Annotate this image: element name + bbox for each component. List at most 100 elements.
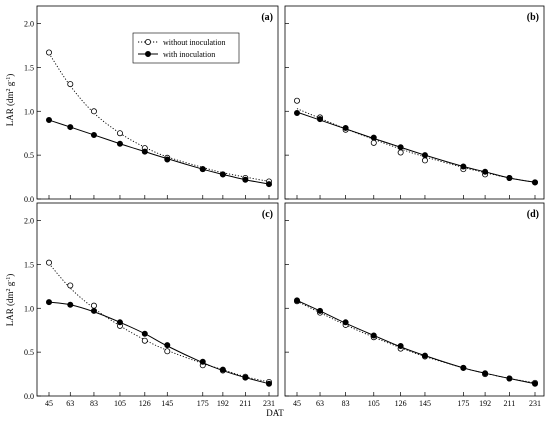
point-with-inoculation: [67, 301, 74, 308]
point-with-inoculation: [317, 307, 324, 314]
point-with-inoculation: [342, 124, 349, 131]
point-without-inoculation: [116, 130, 123, 137]
point-with-inoculation: [242, 374, 249, 381]
y-tick-label: 0.0: [24, 195, 34, 204]
point-with-inoculation: [397, 144, 404, 151]
point-without-inoculation: [421, 157, 428, 164]
fit-line-without-inoculation: [48, 53, 270, 182]
y-title-bottom-mid: g: [5, 281, 15, 288]
y-tick-label: 0.5: [24, 348, 34, 357]
point-with-inoculation: [141, 330, 148, 337]
x-tick-label: 105: [368, 399, 380, 408]
panel-d: 45 63 83 105 126 145 175 192 211 231 (d): [284, 202, 545, 408]
panel-frame: [36, 5, 279, 200]
fit-line-with-inoculation: [296, 299, 536, 385]
fit-line-with-inoculation: [296, 111, 536, 183]
panel-frame: [36, 202, 279, 397]
y-title-top-sup2: -1: [6, 77, 12, 82]
y-tick-label: 1.0: [24, 304, 34, 313]
point-without-inoculation: [67, 282, 74, 289]
point-with-inoculation: [90, 307, 97, 314]
y-title-bottom-sup1: 2: [6, 289, 12, 292]
point-with-inoculation: [265, 181, 272, 188]
point-without-inoculation: [370, 139, 377, 146]
panel-tag: (c): [262, 209, 273, 220]
point-without-inoculation: [293, 97, 300, 104]
legend: without inoculation with inoculation: [132, 32, 240, 64]
x-tick-label: 231: [263, 399, 275, 408]
point-with-inoculation: [482, 370, 489, 377]
legend-box: [132, 32, 240, 64]
x-axis-title: DAT: [266, 408, 284, 418]
point-with-inoculation: [67, 124, 74, 131]
point-without-inoculation: [67, 81, 74, 88]
fit-line-without-inoculation: [296, 108, 536, 183]
x-tick-label: 126: [395, 399, 407, 408]
y-title-bottom-main: LAR (dm: [5, 292, 15, 327]
fit-line-without-inoculation: [48, 263, 270, 383]
x-tick-label: 211: [504, 399, 516, 408]
y-tick-label: 2.0: [24, 20, 34, 29]
x-tick-label: 126: [139, 399, 151, 408]
point-with-inoculation: [532, 380, 539, 387]
x-tick-label: 45: [45, 399, 53, 408]
point-with-inoculation: [46, 299, 53, 306]
fit-line-with-inoculation: [48, 301, 270, 385]
x-tick-label: 192: [217, 399, 229, 408]
svg-text:LAR (dm2 g-1): LAR (dm2 g-1): [5, 74, 15, 127]
panel-tag: (d): [527, 209, 539, 220]
point-with-inoculation: [219, 171, 226, 178]
point-with-inoculation: [46, 117, 53, 124]
y-tick-label: 0.5: [24, 151, 34, 160]
point-with-inoculation: [506, 174, 513, 181]
x-tick-label: 45: [293, 399, 301, 408]
y-title-top-end: ): [5, 74, 15, 77]
x-tick-label: 145: [161, 399, 173, 408]
point-with-inoculation: [421, 152, 428, 159]
x-tick-label: 192: [479, 399, 491, 408]
point-with-inoculation: [199, 358, 206, 365]
panel-b: (b): [284, 5, 545, 200]
fit-line-without-inoculation: [296, 300, 536, 384]
x-tick-label: 145: [419, 399, 431, 408]
point-without-inoculation: [46, 49, 53, 56]
point-without-inoculation: [141, 337, 148, 344]
point-with-inoculation: [90, 131, 97, 138]
panel-a: 0.0 0.5 1.0 1.5 2.0 (a): [24, 5, 279, 204]
point-with-inoculation: [342, 319, 349, 326]
point-without-inoculation: [397, 149, 404, 156]
x-tick-label: 63: [66, 399, 74, 408]
point-with-inoculation: [116, 319, 123, 326]
point-with-inoculation: [293, 297, 300, 304]
point-with-inoculation: [482, 168, 489, 175]
x-tick-label: 175: [197, 399, 209, 408]
y-title-bottom-end: ): [5, 274, 15, 277]
panel-frame: [284, 202, 545, 397]
point-with-inoculation: [460, 163, 467, 170]
x-tick-label: 211: [239, 399, 251, 408]
y-tick-label: 2.0: [24, 217, 34, 226]
point-without-inoculation: [90, 108, 97, 115]
legend-label: without inoculation: [163, 38, 225, 47]
fit-line-with-inoculation: [48, 119, 270, 185]
point-with-inoculation: [199, 166, 206, 173]
point-with-inoculation: [397, 342, 404, 349]
y-title-bottom-sup2: -1: [6, 277, 12, 282]
panel-tag: (a): [261, 12, 273, 23]
y-title-top-mid: g: [5, 81, 15, 88]
point-with-inoculation: [506, 375, 513, 382]
point-without-inoculation: [164, 348, 171, 355]
x-tick-label: 105: [114, 399, 126, 408]
point-with-inoculation: [370, 332, 377, 339]
panel-frame: [284, 5, 545, 200]
point-with-inoculation: [370, 134, 377, 141]
y-tick-label: 1.0: [24, 107, 34, 116]
x-tick-label: 231: [529, 399, 541, 408]
y-title-top-main: LAR (dm: [5, 92, 15, 127]
y-axis-title-bottom: LAR (dm2 g-1): [5, 274, 15, 327]
panels-layer: 0.0 0.5 1.0 1.5 2.0 (a) (b) 0.0 0.5 1.0 1.5 2.0 45 63…: [24, 5, 545, 408]
svg-text:LAR (dm2 g-1): LAR (dm2 g-1): [5, 274, 15, 327]
y-tick-label: 1.5: [24, 63, 34, 72]
point-with-inoculation: [141, 148, 148, 155]
point-with-inoculation: [219, 366, 226, 373]
